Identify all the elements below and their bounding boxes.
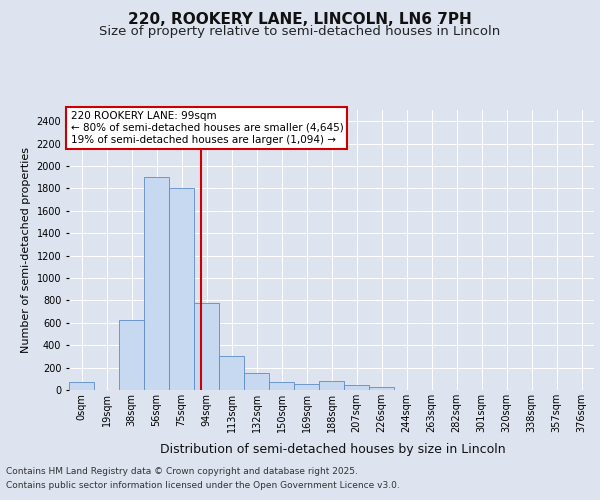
Text: Contains HM Land Registry data © Crown copyright and database right 2025.: Contains HM Land Registry data © Crown c… <box>6 468 358 476</box>
Bar <box>119 320 144 390</box>
Bar <box>244 372 269 390</box>
Bar <box>319 381 344 390</box>
Text: Distribution of semi-detached houses by size in Lincoln: Distribution of semi-detached houses by … <box>160 442 506 456</box>
Bar <box>344 385 369 390</box>
Y-axis label: Number of semi-detached properties: Number of semi-detached properties <box>21 147 31 353</box>
Bar <box>144 177 169 390</box>
Text: 220 ROOKERY LANE: 99sqm
← 80% of semi-detached houses are smaller (4,645)
19% of: 220 ROOKERY LANE: 99sqm ← 80% of semi-de… <box>71 112 343 144</box>
Text: Contains public sector information licensed under the Open Government Licence v3: Contains public sector information licen… <box>6 481 400 490</box>
Bar <box>194 303 219 390</box>
Bar <box>269 382 294 390</box>
Bar <box>294 384 319 390</box>
Bar <box>69 382 94 390</box>
Text: 220, ROOKERY LANE, LINCOLN, LN6 7PH: 220, ROOKERY LANE, LINCOLN, LN6 7PH <box>128 12 472 28</box>
Bar <box>369 386 394 390</box>
Bar <box>219 356 244 390</box>
Bar <box>169 188 194 390</box>
Text: Size of property relative to semi-detached houses in Lincoln: Size of property relative to semi-detach… <box>100 25 500 38</box>
